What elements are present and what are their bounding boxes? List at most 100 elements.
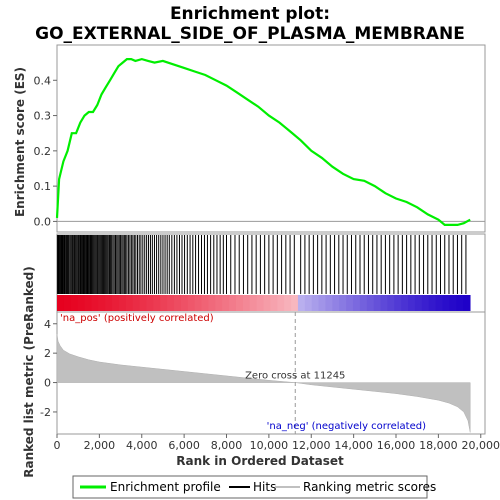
legend-enrichment-label: Enrichment profile	[110, 480, 221, 494]
heatmap-cell	[256, 295, 265, 311]
heatmap-cell	[229, 295, 237, 311]
zero-cross-label: Zero cross at 11245	[245, 371, 345, 382]
heatmap-cell	[208, 295, 216, 311]
x-tick-label: 12,000	[292, 439, 331, 452]
es-ylabel: Enrichment score (ES)	[13, 67, 27, 217]
heatmap-cell	[174, 295, 182, 311]
heatmap-cell	[235, 295, 244, 311]
heatmap-cell	[380, 295, 388, 311]
heatmap-cell	[105, 295, 113, 311]
heatmap-cell	[408, 295, 416, 311]
x-tick-label: 16,000	[377, 439, 416, 452]
heatmap-cell	[284, 295, 292, 311]
negative-correlation-label: 'na_neg' (negatively correlated)	[267, 421, 426, 432]
heatmap-cell	[139, 295, 147, 311]
heatmap-cell	[456, 295, 464, 311]
heatmap-cell	[297, 295, 306, 311]
heatmap-cell	[414, 295, 423, 311]
heatmap-cell	[160, 295, 168, 311]
heatmap-cell	[339, 295, 347, 311]
heatmap-cell	[304, 295, 313, 311]
heatmap-cell	[63, 295, 72, 311]
x-tick-label: 6,000	[168, 439, 200, 452]
heatmap-cell	[366, 295, 375, 311]
heatmap-cell	[291, 295, 299, 311]
legend-ranking-label: Ranking metric scores	[303, 480, 436, 494]
ranking-ytick-label: 4	[44, 318, 51, 331]
x-axis-label: Rank in Ordered Dataset	[176, 454, 344, 468]
heatmap-cell	[91, 295, 99, 311]
heatmap-cell	[421, 295, 430, 311]
heatmap-cell	[167, 295, 175, 311]
hits-panel	[56, 233, 486, 313]
x-tick-label: 4,000	[126, 439, 158, 452]
heatmap-cell	[180, 295, 189, 311]
heatmap-cell	[346, 295, 354, 311]
heatmap-cell	[332, 295, 340, 311]
es-ytick-label: 0.3	[34, 110, 52, 123]
heatmap-cell	[442, 295, 450, 311]
heatmap-cell	[132, 295, 141, 311]
heatmap-cell	[325, 295, 333, 311]
es-ytick-label: 0.2	[34, 145, 52, 158]
es-ytick-label: 0.4	[34, 74, 52, 87]
enrichment-profile-line	[55, 57, 471, 226]
heatmap-cell	[153, 295, 161, 311]
heatmap-cell	[77, 295, 86, 311]
heatmap-cell	[249, 295, 258, 311]
ranking-ytick-label: 2	[44, 347, 51, 360]
heatmap-cell	[373, 295, 382, 311]
x-tick-label: 20,000	[462, 439, 500, 452]
legend-hits-label: Hits	[253, 480, 276, 494]
heatmap-cell	[112, 295, 120, 311]
ranking-panel: -2 0 2 4 Zero cross at 11245 'na_pos' (posi…	[22, 266, 486, 478]
heatmap-cell	[118, 295, 127, 311]
x-tick-label: 14,000	[334, 439, 373, 452]
heatmap-cell	[146, 295, 154, 311]
heatmap-cell	[57, 295, 65, 311]
heatmap-cell	[318, 295, 326, 311]
heatmap-cell	[311, 295, 320, 311]
heatmap-cell	[435, 295, 443, 311]
heatmap-cell	[270, 295, 278, 311]
es-ytick-label: 0.0	[34, 215, 52, 228]
heatmap-cell	[449, 295, 457, 311]
heatmap-cell	[428, 295, 437, 311]
heatmap-cell	[194, 295, 203, 311]
x-tick-label: 8,000	[211, 439, 243, 452]
heatmap-cell	[187, 295, 196, 311]
es-panel-frame	[56, 44, 486, 233]
ranking-ytick-label: -2	[40, 406, 51, 419]
heatmap-cell	[401, 295, 409, 311]
chart-title-line2: GO_EXTERNAL_SIDE_OF_PLASMA_MEMBRANE	[35, 24, 465, 44]
heatmap-cell	[387, 295, 395, 311]
chart-title-line1: Enrichment plot:	[170, 4, 330, 24]
heatmap-cell	[201, 295, 209, 311]
es-ytick-label: 0.1	[34, 180, 52, 193]
heatmap-cell	[263, 295, 271, 311]
x-tick-label: 2,000	[84, 439, 116, 452]
heatmap-cell	[352, 295, 361, 311]
heatmap-cell	[463, 295, 471, 311]
x-tick-label: 10,000	[250, 439, 289, 452]
heatmap-cell	[394, 295, 402, 311]
heatmap-cell	[70, 295, 79, 311]
ranking-ylabel: Ranked list metric (PreRanked)	[22, 266, 36, 478]
heatmap-cell	[84, 295, 92, 311]
ranking-metric-area	[56, 333, 471, 433]
x-tick-label: 0	[54, 439, 61, 452]
x-tick-label: 18,000	[419, 439, 458, 452]
heatmap-cell	[277, 295, 285, 311]
heatmap-cell	[98, 295, 106, 311]
es-panel: 0.0 0.1 0.2 0.3 0.4 Enrichment score (ES)	[13, 44, 486, 233]
heatmap-cell	[222, 295, 230, 311]
heatmap-cell	[242, 295, 251, 311]
heatmap-cell	[215, 295, 223, 311]
ranking-ytick-label: 0	[44, 377, 51, 390]
legend: Enrichment profile Hits Ranking metric s…	[72, 475, 436, 499]
positive-correlation-label: 'na_pos' (positively correlated)	[60, 313, 214, 324]
heatmap-cell	[125, 295, 134, 311]
heatmap-cell	[359, 295, 368, 311]
